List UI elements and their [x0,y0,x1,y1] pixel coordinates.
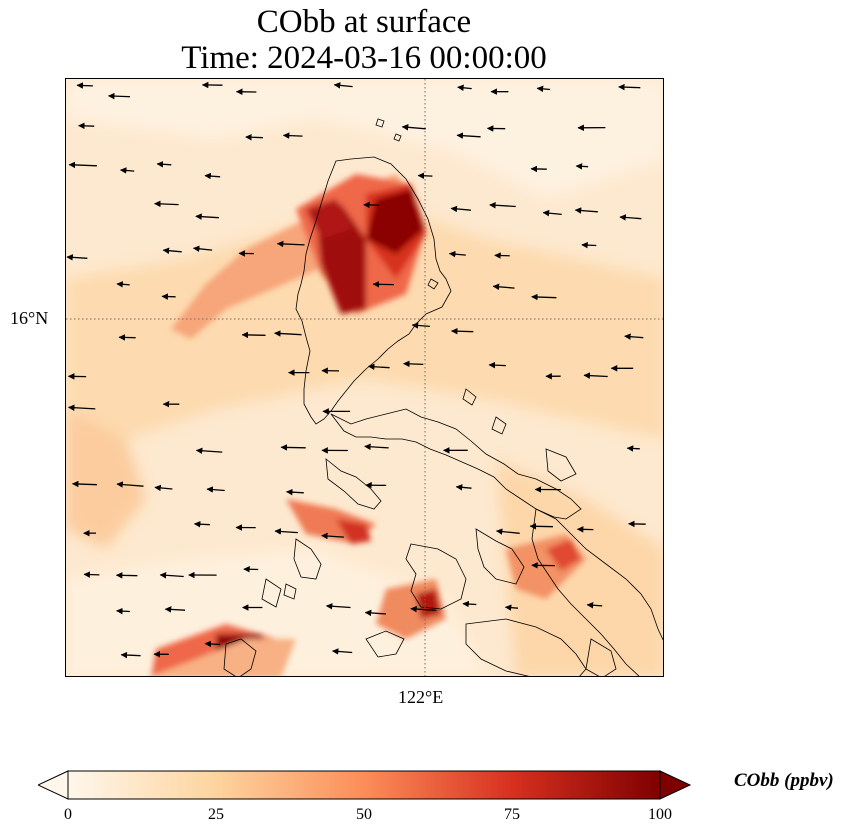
wind-arrow [164,606,186,613]
wind-arrow [448,250,466,258]
wind-arrow [618,83,641,91]
wind-arrow [66,254,88,261]
map-canvas [66,79,663,676]
wind-arrow [116,481,144,488]
wind-arrow [462,600,477,608]
wind-arrow [159,572,184,579]
colorbar [38,770,692,800]
wind-arrow [574,207,598,214]
wind-arrow [154,200,179,208]
wind-arrow [495,528,520,535]
wind-arrow [282,132,303,139]
colorbar-tick-50: 50 [356,806,372,823]
wind-arrow [71,480,98,488]
wind-arrow [325,603,351,610]
wind-arrow [575,163,589,170]
latitude-tick-label: 16°N [10,308,49,328]
wind-arrow [195,447,223,455]
wind-arrow [204,640,221,648]
wind-arrow [450,205,471,213]
wind-arrow [586,601,603,609]
wind-arrow [403,360,424,368]
wind-arrow [276,240,305,248]
colorbar-tick-25: 25 [208,806,224,823]
wind-arrow [76,82,93,89]
wind-arrow [274,528,298,535]
colorbar-max-extend [659,770,692,800]
wind-arrow [531,293,557,301]
wind-arrow [411,322,430,329]
wind-arrow [206,486,225,493]
wind-arrow [68,161,97,169]
wind-arrow [116,281,130,288]
wind-arrow [364,443,389,451]
colorbar-tick-75: 75 [504,806,520,823]
wind-arrow [321,532,344,540]
concentration-field [66,79,663,676]
wind-arrow [457,84,472,92]
wind-arrow [417,172,433,179]
map-subtitle-time: Time: 2024-03-16 00:00:00 [181,40,547,76]
wind-arrow [626,445,640,452]
wind-arrow [204,172,221,180]
wind-arrow [456,132,481,139]
wind-arrow [529,523,554,530]
wind-arrow [364,609,387,617]
wind-arrow [333,82,353,89]
wind-arrow [241,331,266,339]
map-title: CObb at surface [256,4,472,40]
wind-arrow [489,202,516,209]
wind-arrow [331,648,353,655]
map-panel [65,78,664,677]
wind-arrow [450,327,474,335]
colorbar-min-extend [38,770,69,800]
wind-arrow [116,607,130,615]
wind-arrow [455,484,472,491]
wind-arrow [488,361,507,369]
wind-arrow [156,161,172,168]
wind-arrow [583,372,608,379]
colorbar-label: CObb (ppbv) [734,770,834,791]
wind-arrow [107,92,130,100]
wind-vectors [66,81,646,659]
wind-arrow [195,213,219,220]
wind-arrow [78,122,95,130]
wind-arrow [119,167,135,174]
wind-arrow [162,247,182,254]
wind-arrow [245,133,263,141]
wind-arrow [280,444,306,451]
wind-arrow [154,484,173,492]
wind-arrow [83,571,100,578]
wind-arrow [410,605,437,613]
wind-arrow [192,245,213,253]
wind-arrow [624,333,644,340]
wind-arrow [285,488,304,496]
wind-arrow [542,209,562,217]
colorbar-tick-0: 0 [64,806,72,823]
wind-arrow [504,604,519,611]
coastlines [223,118,663,676]
colorbar-tick-100: 100 [648,806,672,823]
wind-arrow [115,572,138,579]
wind-arrow [536,85,551,93]
wind-arrow [193,520,210,528]
wind-arrow [581,241,597,249]
wind-arrow [367,363,390,371]
colorbar-gradient [67,770,661,800]
longitude-tick-label: 122°E [398,687,444,707]
wind-arrow [120,651,141,659]
wind-arrow [67,404,96,411]
wind-arrow [492,283,515,291]
wind-arrow [401,124,426,131]
wind-arrow [619,214,642,221]
wind-arrow [274,330,302,337]
